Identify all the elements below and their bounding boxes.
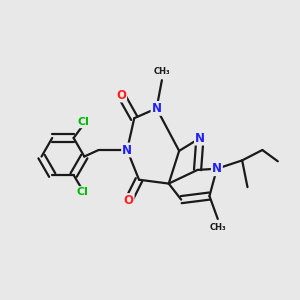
Text: Cl: Cl	[77, 117, 89, 127]
Text: Cl: Cl	[76, 187, 88, 197]
Text: N: N	[212, 162, 222, 175]
Text: N: N	[152, 102, 161, 115]
Text: CH₃: CH₃	[154, 67, 170, 76]
Text: N: N	[122, 143, 132, 157]
Text: CH₃: CH₃	[209, 223, 226, 232]
Text: O: O	[116, 88, 126, 101]
Text: N: N	[195, 132, 205, 145]
Text: O: O	[124, 194, 134, 207]
